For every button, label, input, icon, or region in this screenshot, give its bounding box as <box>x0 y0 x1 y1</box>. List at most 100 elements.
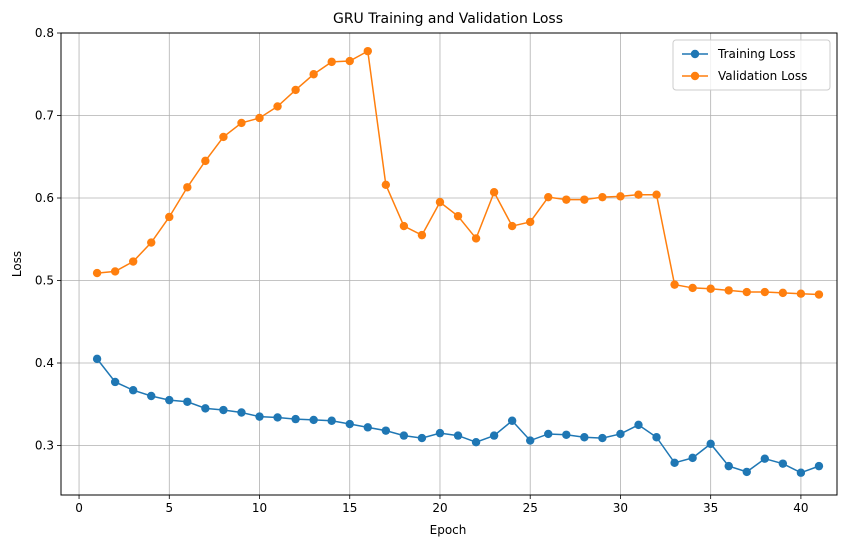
legend-label-validation-loss: Validation Loss <box>718 69 807 83</box>
training-loss-point <box>363 423 372 432</box>
y-tick-label: 0.5 <box>35 274 54 288</box>
validation-loss-point <box>598 192 607 202</box>
training-loss-point <box>580 433 589 442</box>
training-loss-point <box>688 453 697 463</box>
legend-label-training-loss: Training Loss <box>717 47 795 61</box>
training-loss-point <box>110 377 120 387</box>
validation-loss-point <box>670 280 679 289</box>
validation-loss-point <box>471 234 481 243</box>
training-loss-point <box>417 433 427 443</box>
training-loss-point <box>814 461 824 471</box>
training-loss-point <box>706 439 715 449</box>
training-loss-point <box>634 420 643 430</box>
validation-loss-point <box>742 287 751 297</box>
validation-loss-point <box>291 85 300 95</box>
validation-loss-point <box>814 290 824 299</box>
grid <box>61 32 837 495</box>
training-loss-point <box>309 415 318 425</box>
training-loss-point <box>399 431 409 440</box>
validation-loss-point <box>796 289 806 298</box>
training-loss-point <box>165 395 174 405</box>
axis-ticks: 0 5 10 15 20 25 30 35 40 0.3 0.4 0.5 0.6 0.7 0.8 <box>35 26 809 515</box>
y-tick-label: 0.6 <box>35 191 54 205</box>
training-loss-point <box>760 454 770 463</box>
training-loss-point <box>724 461 733 471</box>
validation-loss-point <box>92 268 102 278</box>
x-tick-label: 15 <box>342 501 357 515</box>
validation-loss-point <box>760 287 770 297</box>
x-tick-label: 5 <box>165 501 173 515</box>
training-loss-point <box>327 416 336 425</box>
training-loss-point <box>616 429 625 439</box>
legend: Training Loss Validation Loss <box>672 39 831 91</box>
legend-swatch-marker-training-loss <box>690 49 700 59</box>
x-tick-label: 10 <box>252 501 267 515</box>
training-loss-point <box>92 354 102 364</box>
validation-loss-point <box>273 102 282 111</box>
training-loss-point <box>742 467 751 477</box>
training-loss-point <box>652 433 661 442</box>
validation-loss-point <box>580 195 589 204</box>
validation-loss-point <box>616 192 625 201</box>
training-loss-point <box>562 430 571 439</box>
y-tick-label: 0.3 <box>35 439 54 453</box>
training-loss-point <box>147 391 156 401</box>
training-loss-point <box>381 426 391 435</box>
validation-loss-point <box>381 180 391 189</box>
training-loss-point <box>598 433 607 443</box>
training-loss-point <box>526 436 535 445</box>
training-loss-point <box>128 386 138 395</box>
validation-loss-point <box>183 183 192 192</box>
validation-loss-point <box>110 267 120 276</box>
legend-swatch-marker-validation-loss <box>690 71 700 81</box>
validation-loss-point <box>255 113 264 123</box>
training-loss-point <box>345 419 354 429</box>
training-loss-point <box>544 429 553 439</box>
training-loss-point <box>435 428 445 438</box>
validation-loss-point <box>309 70 318 79</box>
training-loss-point <box>273 413 282 422</box>
validation-loss-point <box>634 190 643 199</box>
training-loss-point <box>183 397 192 406</box>
training-loss-point <box>471 438 481 447</box>
training-loss-point <box>291 414 300 424</box>
validation-loss-point <box>237 118 246 128</box>
validation-loss-point <box>706 284 715 293</box>
validation-loss-point <box>724 286 733 295</box>
validation-loss-point <box>489 188 499 197</box>
y-tick-label: 0.8 <box>35 26 54 40</box>
validation-loss-point <box>435 197 445 207</box>
validation-loss-point <box>201 156 210 166</box>
validation-loss-point <box>327 57 336 67</box>
training-loss-point <box>255 412 264 421</box>
validation-loss-point <box>652 190 661 199</box>
validation-loss-point <box>453 211 463 221</box>
x-tick-label: 20 <box>432 501 447 515</box>
validation-loss-point <box>128 257 138 266</box>
validation-loss-point <box>399 221 409 231</box>
validation-loss-point <box>778 288 788 298</box>
x-tick-label: 35 <box>703 501 718 515</box>
training-loss-point <box>796 468 806 477</box>
x-tick-label: 30 <box>613 501 628 515</box>
validation-loss-point <box>165 212 174 222</box>
validation-loss-point <box>544 192 553 202</box>
training-loss-series <box>92 354 824 477</box>
y-tick-label: 0.7 <box>35 109 54 123</box>
y-tick-label: 0.4 <box>35 356 54 370</box>
plot-area <box>60 32 838 496</box>
validation-loss-point <box>562 195 571 204</box>
validation-loss-point <box>345 56 354 66</box>
x-tick-label: 40 <box>793 501 808 515</box>
training-loss-point <box>778 459 788 468</box>
series-layer <box>92 46 824 477</box>
x-tick-label: 0 <box>75 501 83 515</box>
training-loss-point <box>237 408 246 417</box>
training-loss-point <box>453 431 463 440</box>
training-loss-point <box>670 458 679 468</box>
training-loss-point <box>219 405 228 415</box>
validation-loss-point <box>147 238 156 247</box>
training-loss-point <box>507 416 517 425</box>
validation-loss-point <box>219 132 228 142</box>
